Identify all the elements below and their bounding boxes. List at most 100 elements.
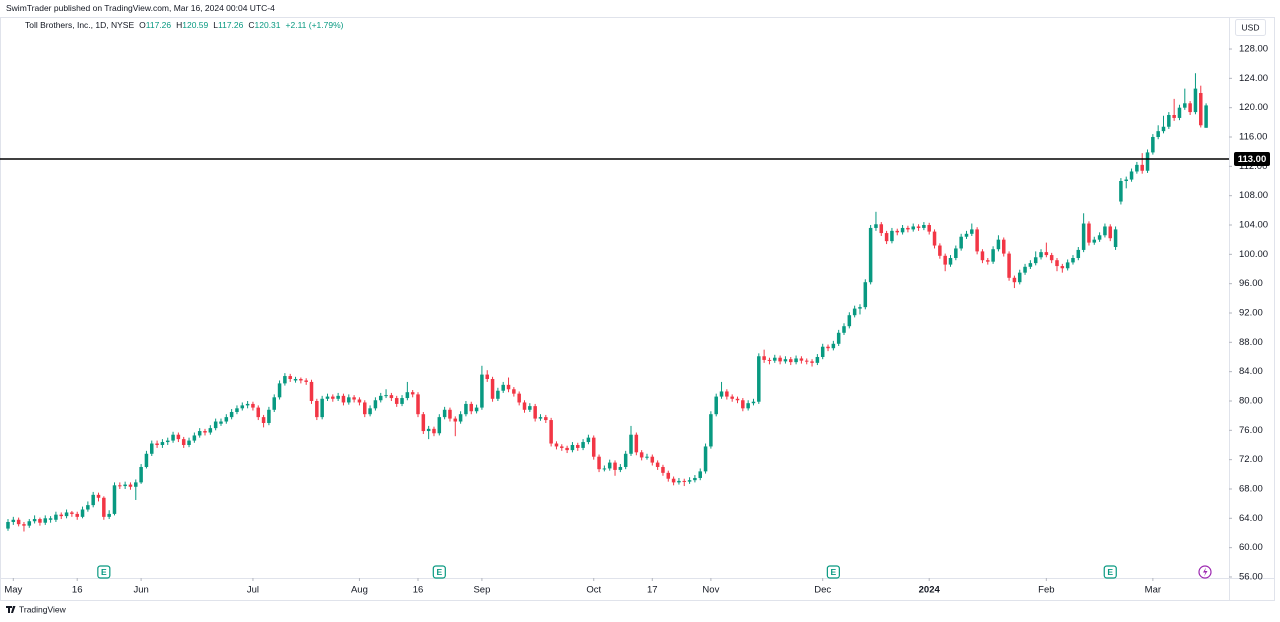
candle: [96, 492, 101, 502]
candle: [102, 496, 106, 520]
earnings-label: E: [1107, 567, 1113, 577]
candle-body: [331, 396, 335, 399]
earnings-label: E: [436, 567, 442, 577]
candle-body: [1028, 263, 1033, 267]
candle: [1145, 149, 1150, 173]
x-tick-label: May: [4, 585, 22, 596]
earnings-event[interactable]: E: [97, 565, 111, 579]
candle: [725, 389, 729, 400]
replay-icon[interactable]: [1198, 565, 1212, 579]
candle: [863, 279, 868, 310]
earnings-badge: [97, 565, 111, 579]
candle: [134, 479, 138, 500]
candle-body: [304, 380, 308, 382]
candle: [27, 519, 32, 528]
candle-body: [815, 356, 820, 363]
x-tick-label: 2024: [919, 585, 941, 596]
candle: [884, 230, 889, 245]
candle-body: [11, 519, 16, 522]
candle-body: [954, 248, 958, 258]
candle-body: [283, 376, 287, 384]
y-tick-label: 72.00: [1239, 454, 1263, 465]
candle-body: [75, 513, 79, 517]
candle-body: [54, 514, 58, 520]
candle: [320, 395, 324, 420]
candle-body: [336, 395, 340, 399]
candle: [357, 397, 362, 406]
candle-body: [32, 519, 37, 522]
y-tick-label: 64.00: [1239, 513, 1263, 524]
candle-body: [804, 360, 809, 362]
candle: [378, 392, 383, 403]
candle-body: [320, 398, 324, 418]
candle-body: [980, 251, 985, 261]
candle: [240, 402, 245, 411]
candle-body: [16, 519, 21, 525]
candle: [139, 464, 143, 484]
candle: [634, 432, 639, 456]
candle: [512, 387, 516, 397]
candle: [155, 440, 159, 448]
chart-frame: [0, 17, 1275, 601]
candle-body: [6, 521, 10, 529]
candle: [1076, 247, 1081, 261]
candle-body: [1177, 107, 1182, 118]
candle-body: [86, 505, 90, 510]
candle-body: [70, 512, 74, 514]
candle-body: [1151, 137, 1155, 153]
x-tick-label: Mar: [1145, 585, 1161, 596]
candle-body: [389, 395, 394, 399]
candle: [906, 225, 910, 233]
candle: [304, 378, 308, 385]
candle-body: [1113, 229, 1118, 248]
candle-body: [863, 282, 868, 308]
brand-name: TradingView: [19, 604, 67, 614]
candle-body: [810, 361, 814, 363]
candle: [954, 245, 958, 261]
currency-box[interactable]: [1235, 19, 1266, 36]
candle-body: [1007, 253, 1011, 278]
candle: [400, 395, 404, 407]
plot-area: [0, 73, 1229, 532]
candle: [804, 358, 809, 365]
candle-body: [203, 431, 207, 433]
candle-body: [746, 403, 750, 409]
candle: [1199, 85, 1203, 128]
candle-body: [480, 374, 484, 408]
candle: [927, 222, 931, 235]
legend-field: H: [176, 20, 182, 30]
candle: [517, 391, 521, 406]
candle: [597, 454, 601, 473]
candle-body: [160, 442, 165, 445]
candle-body: [1140, 164, 1144, 171]
candle-body: [666, 472, 671, 479]
candle: [751, 398, 756, 406]
candle-body: [773, 357, 777, 361]
candle: [245, 400, 250, 409]
y-tick-label: 116.00: [1239, 132, 1267, 143]
earnings-event[interactable]: E: [826, 565, 840, 579]
candle: [70, 510, 74, 517]
candle: [181, 436, 186, 448]
y-tick-label: 120.00: [1239, 102, 1268, 113]
candle-body: [820, 346, 825, 357]
candle: [453, 416, 458, 437]
candle-body: [1087, 223, 1091, 243]
x-tick-label: Sep: [473, 585, 490, 596]
y-tick-label: 76.00: [1239, 425, 1263, 436]
candle: [315, 398, 319, 421]
earnings-event[interactable]: E: [432, 565, 446, 579]
candle: [544, 414, 548, 423]
candle: [1103, 223, 1107, 238]
earnings-event[interactable]: E: [1103, 565, 1117, 579]
candle-body: [570, 444, 575, 451]
x-tick-label: Oct: [586, 585, 601, 596]
candle: [788, 356, 793, 366]
candle-body: [102, 497, 106, 517]
candle-body: [261, 417, 266, 423]
candle: [480, 365, 484, 410]
candle-body: [118, 485, 122, 487]
candle-body: [1044, 252, 1049, 256]
candle: [160, 439, 165, 448]
